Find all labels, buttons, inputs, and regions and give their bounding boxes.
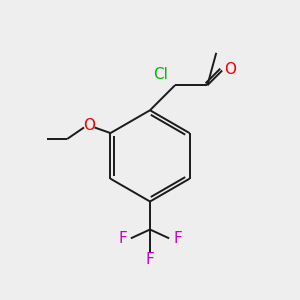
Text: F: F bbox=[118, 231, 127, 246]
Text: O: O bbox=[83, 118, 95, 133]
Text: O: O bbox=[224, 61, 236, 76]
Text: F: F bbox=[146, 252, 154, 267]
Text: F: F bbox=[173, 231, 182, 246]
Text: Cl: Cl bbox=[154, 67, 168, 82]
